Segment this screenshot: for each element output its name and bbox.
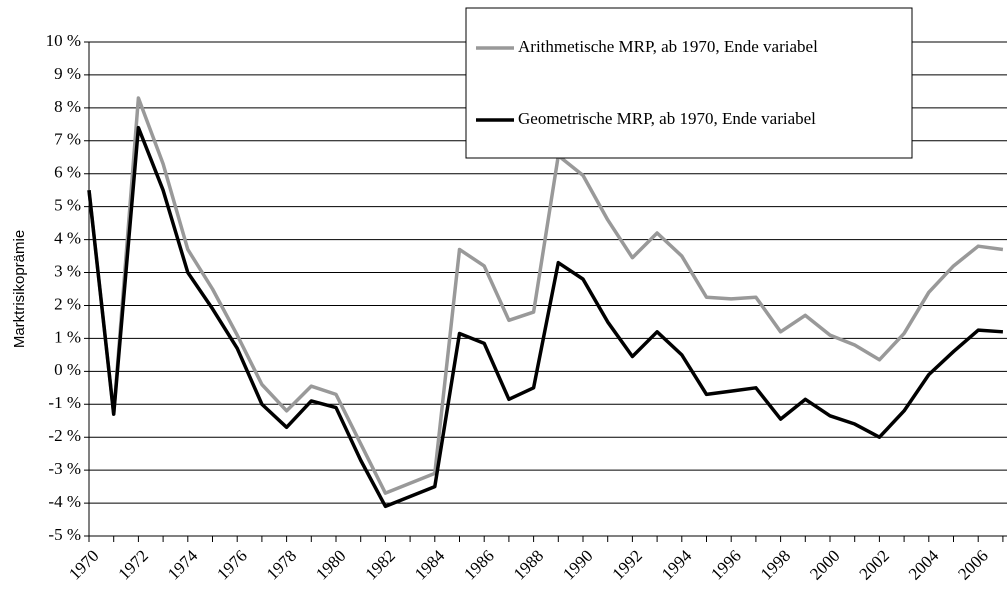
x-tick-label: 1976 <box>213 546 250 583</box>
x-tick-label: 1988 <box>510 546 547 583</box>
y-tick-label: 6 % <box>54 163 81 182</box>
x-tick-label: 1972 <box>115 546 152 583</box>
x-tick-label: 1998 <box>757 546 794 583</box>
x-tick-label: 1982 <box>362 546 399 583</box>
x-tick-label: 1970 <box>65 546 102 583</box>
y-tick-label: -3 % <box>48 459 81 478</box>
x-tick-label: 1980 <box>312 546 349 583</box>
y-tick-label: 9 % <box>54 64 81 83</box>
x-tick-label: 2000 <box>806 546 843 583</box>
y-tick-label: 8 % <box>54 97 81 116</box>
x-tick-label: 2002 <box>856 546 893 583</box>
y-tick-label: 5 % <box>54 196 81 215</box>
series-line <box>87 125 1004 509</box>
series-line <box>87 96 1004 495</box>
y-tick-label: 0 % <box>54 360 81 379</box>
x-tick-label: 2006 <box>954 546 991 583</box>
y-tick-label: 10 % <box>46 31 81 50</box>
legend-label: Geometrische MRP, ab 1970, Ende variabel <box>518 109 816 128</box>
legend-label: Arithmetische MRP, ab 1970, Ende variabe… <box>518 37 818 56</box>
x-tick-label: 1994 <box>658 546 696 584</box>
x-tick-label: 1974 <box>164 546 202 584</box>
y-tick-label: 4 % <box>54 229 81 248</box>
x-tick-label: 1990 <box>559 546 596 583</box>
y-tick-label: -1 % <box>48 393 81 412</box>
y-tick-label: 1 % <box>54 327 81 346</box>
x-tick-label: 1978 <box>263 546 300 583</box>
x-tick-label: 1996 <box>707 546 744 583</box>
x-tick-label: 1984 <box>411 546 449 584</box>
x-tick-label: 1986 <box>460 546 497 583</box>
y-axis-label: Marktrisikoprämie <box>11 230 28 348</box>
y-tick-label: 2 % <box>54 294 81 313</box>
y-tick-label: 3 % <box>54 261 81 280</box>
y-tick-label: -4 % <box>48 492 81 511</box>
legend-box <box>465 7 913 159</box>
x-tick-label: 1992 <box>609 546 646 583</box>
x-tick-label: 2004 <box>905 546 943 584</box>
y-tick-label: -5 % <box>48 525 81 544</box>
y-tick-label: 7 % <box>54 130 81 149</box>
y-tick-label: -2 % <box>48 426 81 445</box>
